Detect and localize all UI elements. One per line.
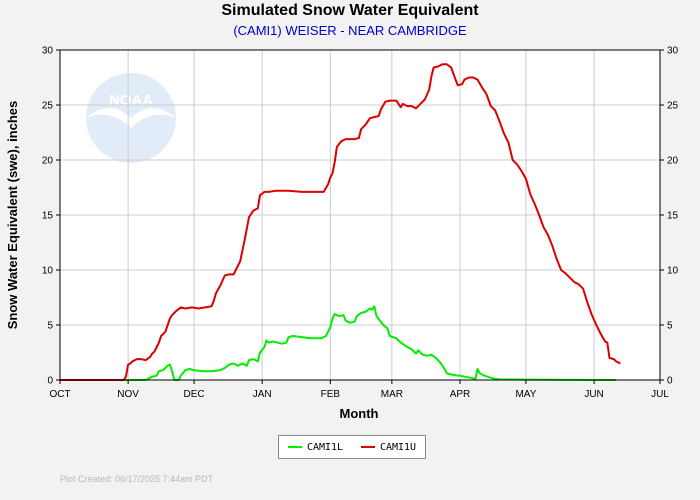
y-tick-label-left: 0 — [47, 376, 53, 387]
x-tick-label: NOV — [117, 389, 139, 400]
noaa-logo-gull — [86, 108, 176, 128]
y-tick-label-right: 15 — [667, 211, 679, 222]
legend-swatch-cami1u — [360, 446, 375, 448]
x-tick-label: JUL — [651, 389, 669, 400]
x-tick-label: FEB — [321, 389, 341, 400]
y-axis-left: 0 5 10 15 20 25 30 — [42, 46, 60, 387]
y-tick-label-right: 25 — [667, 101, 679, 112]
x-tick-label: DEC — [184, 389, 205, 400]
plot-created-footer: Plot Created: 06/17/2025 7:44am PDT — [60, 474, 214, 484]
y-tick-label-left: 30 — [42, 46, 54, 57]
noaa-logo-text: NOAA — [109, 92, 153, 109]
y-tick-label-left: 15 — [42, 211, 54, 222]
y-tick-label-right: 30 — [667, 46, 679, 57]
grid-lines — [59, 49, 661, 381]
series-lines — [60, 63, 621, 381]
y-tick-label-left: 25 — [42, 101, 54, 112]
y-tick-label-left: 10 — [42, 266, 54, 277]
noaa-logo: NOAA — [86, 73, 176, 163]
x-axis-label: Month — [340, 406, 379, 421]
legend-label-cami1l: CAMI1L — [306, 441, 344, 453]
y-tick-label-right: 0 — [667, 376, 673, 387]
y-tick-label-right: 5 — [667, 321, 673, 332]
chart-subtitle: (CAMI1) WEISER - NEAR CAMBRIDGE — [233, 23, 467, 38]
x-tick-label: MAY — [515, 389, 536, 400]
x-tick-label: JAN — [253, 389, 272, 400]
chart-title: Simulated Snow Water Equivalent — [221, 2, 479, 19]
legend-item-cami1u: CAMI1U — [360, 441, 417, 453]
x-axis: OCT NOV DEC JAN FEB MAR APR MAY JUN JUL — [49, 380, 669, 400]
x-tick-label: JUN — [584, 389, 603, 400]
y-tick-label-right: 20 — [667, 156, 679, 167]
x-tick-label: OCT — [49, 389, 70, 400]
legend: CAMI1L CAMI1U — [278, 435, 426, 459]
y-tick-label-left: 20 — [42, 156, 54, 167]
x-tick-label: MAR — [381, 389, 403, 400]
series-line-cami1l — [60, 305, 616, 381]
series-line-cami1u — [60, 63, 621, 381]
noaa-logo-circle — [86, 73, 176, 163]
x-tick-label: APR — [450, 389, 471, 400]
legend-label-cami1u: CAMI1U — [379, 441, 417, 453]
y-axis-right: 0 5 10 15 20 25 30 — [660, 46, 679, 387]
y-tick-label-left: 5 — [47, 321, 53, 332]
legend-item-cami1l: CAMI1L — [287, 441, 344, 453]
y-axis-label: Snow Water Equivalent (swe), inches — [5, 101, 20, 330]
y-tick-label-right: 10 — [667, 266, 679, 277]
legend-swatch-cami1l — [287, 446, 302, 448]
